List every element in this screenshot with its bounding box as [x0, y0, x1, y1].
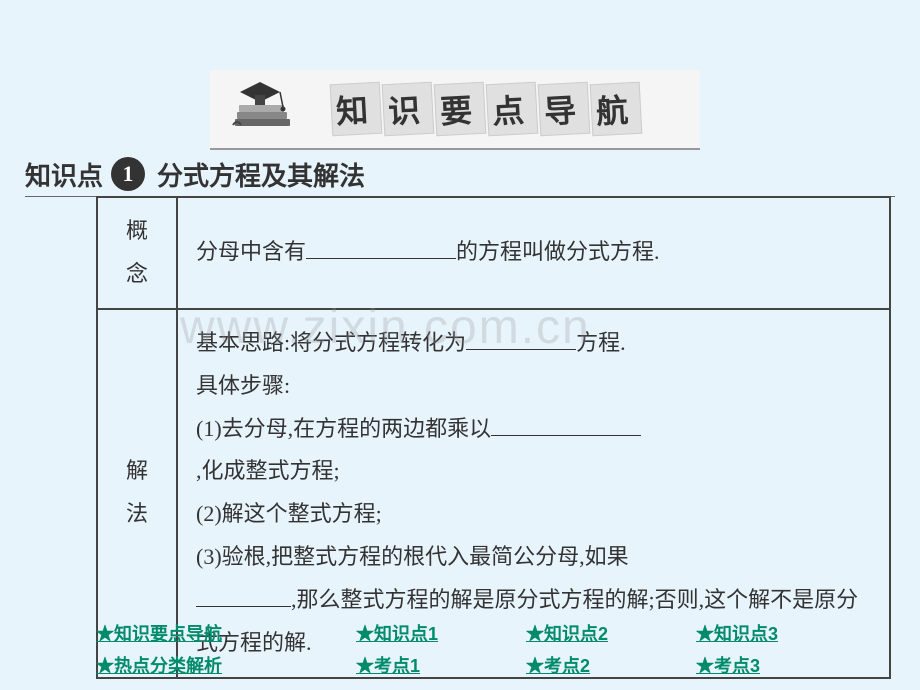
- link-text: 考点1: [374, 656, 420, 676]
- link-knowledge-point-2[interactable]: ★知识点2: [526, 620, 696, 646]
- fill-blank: [196, 585, 291, 607]
- method-text: 方程.: [576, 330, 626, 355]
- method-line4: (2)解这个整式方程;: [196, 493, 871, 536]
- table-row: 概念 分母中含有 的方程叫做分式方程.: [97, 197, 890, 309]
- link-exam-point-2[interactable]: ★考点2: [526, 652, 696, 678]
- knowledge-label: 知识点: [25, 156, 103, 193]
- link-knowledge-nav[interactable]: ★知识要点导航: [96, 620, 356, 646]
- link-text: 热点分类解析: [114, 656, 222, 676]
- star-icon: ★: [96, 624, 114, 644]
- link-text: 知识要点导航: [114, 624, 222, 644]
- content-table: 概念 分母中含有的方程叫做分式方程. 解法 基本思路:将分式方程转化为方程. 具…: [96, 196, 891, 679]
- star-icon: ★: [356, 624, 374, 644]
- method-text: (1)去分母,在方程的两边都乘以: [196, 416, 491, 441]
- banner-char: 要: [434, 82, 487, 137]
- bottom-navigation-links: ★知识要点导航 ★知识点1 ★知识点2 ★知识点3 ★热点分类解析 ★考点1 ★…: [96, 620, 846, 678]
- concept-text-suffix: 的方程叫做分式方程.: [456, 239, 660, 264]
- star-icon: ★: [526, 624, 544, 644]
- knowledge-number-badge: 1: [111, 157, 145, 191]
- banner-char: 识: [382, 82, 435, 137]
- banner-char: 导: [538, 82, 591, 137]
- knowledge-point-header: 知识点 1 分式方程及其解法: [25, 152, 895, 197]
- graduation-cap-books-icon: [220, 73, 310, 145]
- star-icon: ★: [526, 656, 544, 676]
- concept-cell: 分母中含有 的方程叫做分式方程.: [177, 197, 890, 309]
- fill-blank: [306, 237, 456, 259]
- star-icon: ★: [696, 656, 714, 676]
- link-text: 考点2: [544, 656, 590, 676]
- method-text: (3)验根,把整式方程的根代入最简公分母,如果: [196, 544, 629, 569]
- method-line3: (1)去分母,在方程的两边都乘以 ,化成整式方程;: [196, 408, 871, 494]
- method-text: 基本思路:将分式方程转化为: [196, 330, 466, 355]
- star-icon: ★: [696, 624, 714, 644]
- row-label-concept: 概念: [97, 197, 177, 309]
- link-text: 考点3: [714, 656, 760, 676]
- knowledge-topic: 分式方程及其解法: [157, 156, 365, 193]
- method-line1: 基本思路:将分式方程转化为 方程.: [196, 322, 871, 365]
- concept-text-prefix: 分母中含有: [196, 239, 306, 264]
- link-text: 知识点1: [374, 624, 438, 644]
- link-exam-point-3[interactable]: ★考点3: [696, 652, 846, 678]
- method-line2: 具体步骤:: [196, 365, 871, 408]
- link-row: ★热点分类解析 ★考点1 ★考点2 ★考点3: [96, 652, 846, 678]
- knowledge-banner: 知识要点导航: [210, 70, 700, 150]
- banner-char: 航: [590, 82, 643, 137]
- link-exam-point-1[interactable]: ★考点1: [356, 652, 526, 678]
- banner-char: 点: [486, 82, 539, 137]
- link-knowledge-point-1[interactable]: ★知识点1: [356, 620, 526, 646]
- banner-char: 知: [330, 82, 383, 137]
- link-row: ★知识要点导航 ★知识点1 ★知识点2 ★知识点3: [96, 620, 846, 646]
- link-text: 知识点3: [714, 624, 778, 644]
- star-icon: ★: [96, 656, 114, 676]
- link-hotspot-analysis[interactable]: ★热点分类解析: [96, 652, 356, 678]
- fill-blank: [466, 328, 576, 350]
- link-knowledge-point-3[interactable]: ★知识点3: [696, 620, 846, 646]
- banner-title: 知识要点导航: [330, 83, 642, 135]
- method-text: ,化成整式方程;: [196, 458, 340, 483]
- link-text: 知识点2: [544, 624, 608, 644]
- fill-blank: [491, 414, 641, 436]
- star-icon: ★: [356, 656, 374, 676]
